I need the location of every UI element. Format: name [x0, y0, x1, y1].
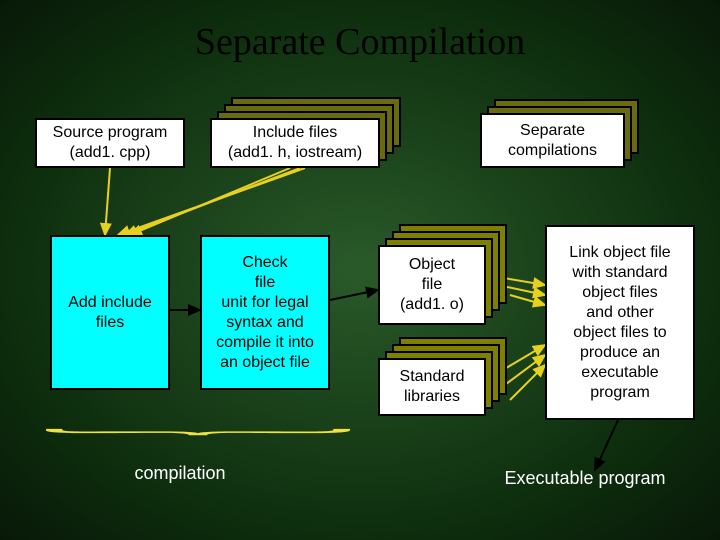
- add-include-box: Add include files: [50, 235, 170, 390]
- brace-icon: ︸: [38, 422, 358, 457]
- include-files-box: Include files (add1. h, iostream): [210, 118, 380, 168]
- executable-label: Executable program: [475, 463, 695, 494]
- source-program-box: Source program (add1. cpp): [35, 118, 185, 168]
- standard-libraries-box: Standard libraries: [378, 358, 486, 416]
- separate-compilations-box: Separate compilations: [480, 113, 625, 168]
- object-file-box: Object file (add1. o): [378, 245, 486, 325]
- link-object-box: Link object file with standard object fi…: [545, 225, 695, 420]
- compilation-label: compilation: [90, 458, 270, 489]
- check-file-box: Check file unit for legal syntax and com…: [200, 235, 330, 390]
- page-title: Separate Compilation: [0, 0, 720, 64]
